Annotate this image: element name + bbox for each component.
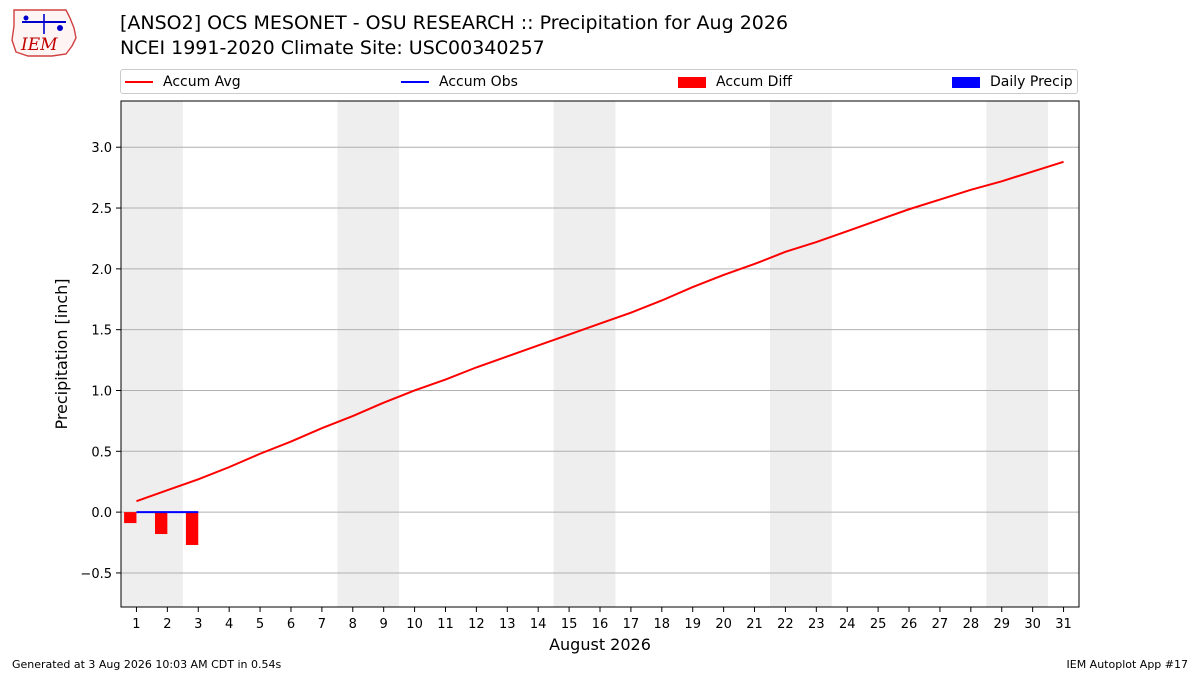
y-axis-ticks: −0.5 0.0 0.5 1.0 1.5 2.0 2.5 3.0 [80,141,121,582]
y-tick-label: 1.5 [91,324,112,339]
legend-label-accum-obs: Accum Obs [439,74,518,90]
x-tick-label: 29 [993,617,1010,632]
x-tick-label: 11 [437,617,454,632]
weekend-band-1 [121,101,183,607]
x-tick-label: 24 [839,617,856,632]
legend: Accum Avg Accum Obs Accum Diff Daily Pre… [120,69,1078,94]
weekend-band-5 [986,101,1049,607]
iem-logo: IEM [11,9,77,57]
legend-label-daily-precip: Daily Precip [990,74,1073,90]
x-tick-label: 2 [163,617,171,632]
weekend-band-4 [769,101,832,607]
legend-swatch-accum-avg [125,81,153,83]
logo-text: IEM [20,35,58,55]
legend-item-accum-obs: Accum Obs [401,74,518,90]
x-tick-label: 15 [561,617,578,632]
x-tick-label: 9 [380,617,388,632]
y-tick-label: 1.0 [91,384,112,399]
x-tick-label: 21 [746,617,763,632]
weekend-band-3 [553,101,616,607]
app-credit: IEM Autoplot App #17 [1066,658,1189,671]
legend-label-accum-avg: Accum Avg [163,74,241,90]
accum-diff-bar [185,512,199,545]
series-lines [136,160,1064,514]
x-tick-label: 16 [592,617,609,632]
grid-lines [121,146,1079,574]
x-tick-label: 10 [406,617,423,632]
y-tick-label: 3.0 [91,141,112,156]
legend-label-accum-diff: Accum Diff [716,74,793,90]
y-tick-label: 0.5 [91,445,112,460]
legend-swatch-daily-precip [952,76,980,88]
x-tick-label: 8 [349,617,357,632]
legend-swatch-accum-diff [678,76,706,88]
x-tick-label: 23 [808,617,825,632]
x-tick-label: 20 [715,617,732,632]
y-tick-label: 0.0 [91,506,112,521]
x-tick-label: 26 [901,617,918,632]
legend-swatch-accum-obs [401,81,429,83]
x-tick-label: 1 [132,617,140,632]
x-axis-ticks: 1 2 3 4 5 6 7 8 9 10 11 12 13 14 15 16 17 18 19 20 21 22 23 24 2… [132,607,1072,632]
chart-subtitle: NCEI 1991-2020 Climate Site: USC00340257 [120,37,545,59]
accum-avg-line [136,160,1064,503]
weekend-shading [121,101,1049,607]
x-tick-label: 17 [623,617,640,632]
y-tick-label: −0.5 [80,567,112,582]
x-tick-label: 25 [870,617,887,632]
x-tick-label: 28 [963,617,980,632]
x-tick-label: 6 [287,617,295,632]
x-tick-label: 19 [684,617,701,632]
x-tick-label: 30 [1024,617,1041,632]
generated-timestamp: Generated at 3 Aug 2026 10:03 AM CDT in … [12,658,282,671]
x-tick-label: 14 [530,617,547,632]
accum-diff-bar [154,512,168,535]
x-tick-label: 18 [654,617,671,632]
legend-item-accum-avg: Accum Avg [125,74,241,90]
x-tick-label: 12 [468,617,485,632]
x-tick-label: 13 [499,617,516,632]
legend-item-accum-diff: Accum Diff [678,74,792,90]
x-tick-label: 3 [194,617,202,632]
x-tick-label: 5 [256,617,264,632]
chart-title: [ANSO2] OCS MESONET - OSU RESEARCH :: Pr… [120,12,789,34]
x-axis-label: August 2026 [549,635,651,654]
legend-item-daily-precip: Daily Precip [952,74,1073,90]
x-tick-label: 7 [318,617,326,632]
x-tick-label: 27 [932,617,949,632]
y-axis-label: Precipitation [inch] [52,278,71,429]
accum-diff-bars [124,512,199,545]
x-tick-label: 4 [225,617,233,632]
x-tick-label: 31 [1055,617,1072,632]
y-tick-label: 2.0 [91,263,112,278]
accum-diff-bar [124,512,137,524]
x-tick-label: 22 [777,617,794,632]
y-tick-label: 2.5 [91,202,112,217]
weekend-band-2 [337,101,400,607]
